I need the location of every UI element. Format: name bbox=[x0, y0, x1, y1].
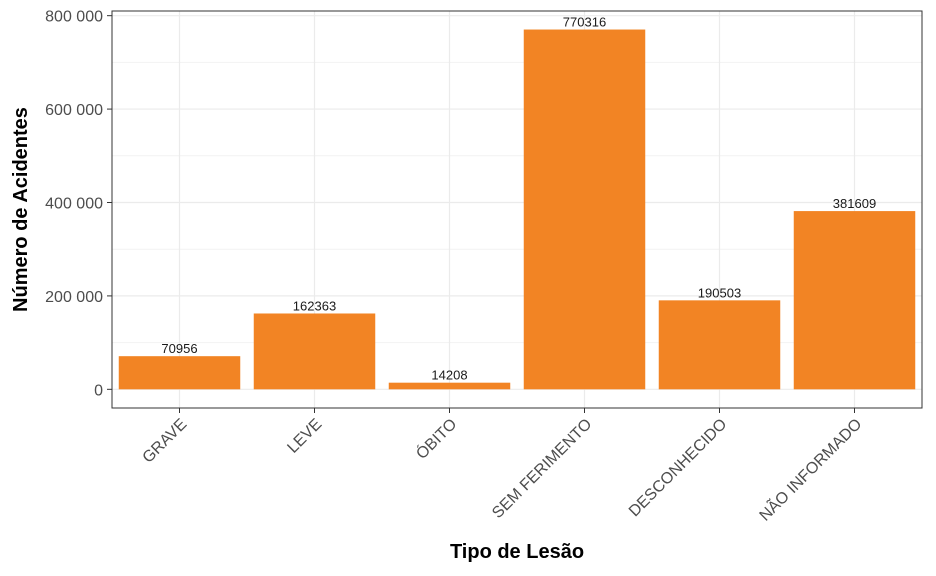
bar bbox=[793, 211, 916, 390]
bar bbox=[523, 29, 646, 390]
x-tick-label: SEM FERIMENTO bbox=[489, 416, 595, 522]
y-tick-label: 400 000 bbox=[45, 195, 103, 212]
grid-lines bbox=[112, 11, 922, 408]
bar bbox=[253, 313, 376, 390]
y-axis-title: Número de Acidentes bbox=[10, 107, 32, 312]
bar bbox=[388, 382, 511, 390]
y-tick-label: 200 000 bbox=[45, 289, 103, 306]
x-tick-label: LEVE bbox=[284, 416, 325, 457]
data-label: 14208 bbox=[431, 368, 467, 383]
bar bbox=[658, 300, 781, 390]
bars bbox=[118, 29, 916, 390]
x-tick-label: DESCONHECIDO bbox=[626, 416, 730, 520]
x-axis: GRAVE LEVE ÓBITO SEM FERIMENTO DESCONHECIDO N… bbox=[140, 408, 865, 525]
x-tick-label: GRAVE bbox=[140, 416, 191, 467]
bar bbox=[118, 356, 241, 390]
y-tick-label: 800 000 bbox=[45, 9, 103, 26]
x-axis-title: Tipo de Lesão bbox=[450, 541, 584, 563]
data-label: 70956 bbox=[161, 341, 197, 356]
x-tick-label: NÃO INFORMADO bbox=[754, 414, 865, 525]
plot-panel bbox=[112, 11, 922, 408]
data-label: 381609 bbox=[833, 196, 876, 211]
data-labels: 70956 162363 14208 770316 190503 381609 bbox=[161, 15, 876, 383]
data-label: 190503 bbox=[698, 285, 741, 300]
y-axis: 0 200 000 400 000 600 000 800 000 bbox=[45, 9, 112, 399]
data-label: 162363 bbox=[293, 298, 336, 313]
x-tick-label: ÓBITO bbox=[412, 414, 460, 462]
y-tick-label: 0 bbox=[94, 382, 103, 399]
panel-border bbox=[111, 10, 923, 409]
y-tick-label: 600 000 bbox=[45, 102, 103, 119]
data-label: 770316 bbox=[563, 15, 606, 30]
